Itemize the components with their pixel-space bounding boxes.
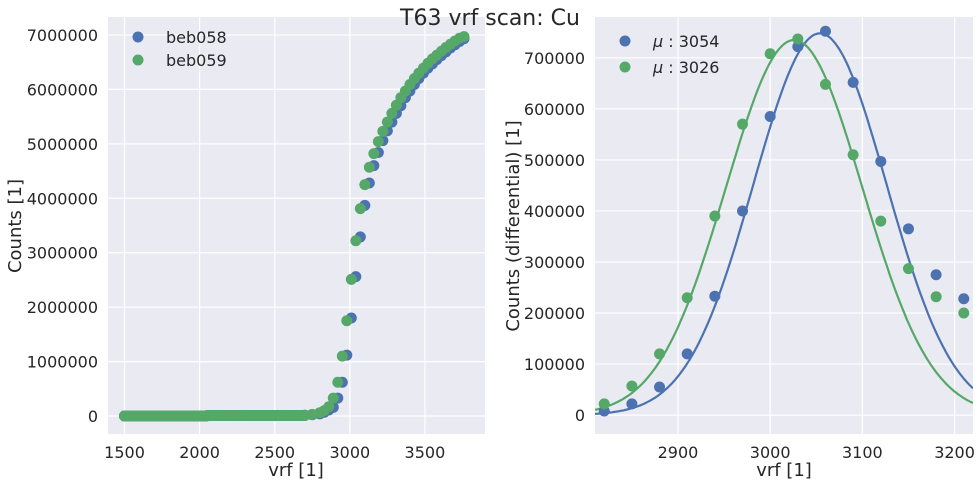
left-plot-x-label: vrf [1] <box>268 460 324 481</box>
y-tick-label: 0 <box>88 407 98 426</box>
y-tick-label: 700000 <box>524 49 585 68</box>
data-point <box>654 348 666 360</box>
right-plot-y-tick-labels: 0 100000 200000 300000 400000 500000 600000 700… <box>524 49 585 425</box>
left-plot: 1500 2000 2500 3000 3500 0 1000000 2000000 3000… <box>5 17 485 481</box>
left-plot-x-tick-labels: 1500 2000 2500 3000 3500 <box>104 443 445 462</box>
data-point <box>819 78 831 90</box>
data-point <box>598 398 610 410</box>
left-plot-background <box>108 17 485 434</box>
data-point <box>819 25 831 37</box>
right-plot-x-label: vrf [1] <box>756 460 812 481</box>
legend-label-mu-3026: μ : 3026 <box>652 58 719 77</box>
x-tick-label: 3000 <box>329 443 370 462</box>
data-point <box>847 149 859 161</box>
data-point <box>958 293 970 305</box>
data-point <box>875 155 887 167</box>
data-point <box>737 205 749 217</box>
data-point <box>299 409 311 421</box>
right-plot-grid <box>595 17 973 434</box>
data-point <box>377 125 389 137</box>
data-point <box>681 292 693 304</box>
data-point <box>359 179 371 191</box>
right-plot-data <box>595 25 973 417</box>
y-tick-label: 7000000 <box>27 26 98 45</box>
data-point <box>930 291 942 303</box>
y-tick-label: 2000000 <box>27 298 98 317</box>
left-plot-legend: beb058 beb059 <box>132 28 227 70</box>
x-tick-label: 2900 <box>658 443 699 462</box>
data-point <box>764 48 776 60</box>
x-tick-label: 2000 <box>179 443 220 462</box>
y-tick-label: 4000000 <box>27 189 98 208</box>
x-tick-label: 3100 <box>842 443 883 462</box>
left-plot-y-tick-labels: 0 1000000 2000000 3000000 4000000 5000000 6000… <box>27 26 98 426</box>
legend-label-mu-3054: μ : 3054 <box>652 32 719 51</box>
data-point <box>332 376 344 388</box>
data-point <box>709 290 721 302</box>
legend-marker-beb058 <box>132 31 144 43</box>
x-tick-label: 1500 <box>104 443 145 462</box>
y-tick-label: 0 <box>575 406 585 425</box>
y-tick-label: 5000000 <box>27 135 98 154</box>
data-point <box>626 380 638 392</box>
data-point <box>336 350 348 362</box>
y-tick-label: 400000 <box>524 202 585 221</box>
data-point <box>345 273 357 285</box>
data-point <box>709 210 721 222</box>
y-tick-label: 200000 <box>524 304 585 323</box>
x-tick-label: 3000 <box>750 443 791 462</box>
x-tick-label: 2500 <box>254 443 295 462</box>
data-point <box>792 33 804 45</box>
y-tick-label: 100000 <box>524 355 585 374</box>
data-point <box>847 76 859 88</box>
data-point <box>363 161 375 173</box>
data-point <box>654 381 666 393</box>
data-point <box>386 107 398 119</box>
data-point <box>902 223 914 235</box>
data-point <box>341 315 353 327</box>
y-tick-label: 300000 <box>524 253 585 272</box>
left-plot-data <box>119 31 470 422</box>
x-tick-label: 3200 <box>934 443 975 462</box>
fit-curve <box>595 32 973 415</box>
data-point <box>327 392 339 404</box>
legend-label-beb058: beb058 <box>166 28 227 47</box>
data-point <box>902 263 914 275</box>
y-tick-label: 3000000 <box>27 244 98 263</box>
right-plot: 2900 3000 3100 3200 0 100000 200000 300000 4000… <box>503 17 975 481</box>
x-tick-label: 3500 <box>405 443 446 462</box>
legend-marker-mu-3026 <box>619 61 631 73</box>
data-point <box>354 203 366 215</box>
figure-title: T63 vrf scan: Cu <box>399 6 580 31</box>
y-tick-label: 1000000 <box>27 353 98 372</box>
data-point <box>792 41 804 53</box>
data-point <box>958 307 970 319</box>
right-plot-y-label: Counts (differential) [1] <box>503 120 524 331</box>
data-point <box>458 31 470 43</box>
data-point <box>737 118 749 130</box>
data-point <box>930 269 942 281</box>
right-plot-x-tick-labels: 2900 3000 3100 3200 <box>658 443 975 462</box>
right-plot-legend: μ : 3054 μ : 3026 <box>619 32 719 77</box>
left-plot-y-label: Counts [1] <box>5 179 26 273</box>
data-point <box>875 215 887 227</box>
data-point <box>764 111 776 123</box>
legend-marker-mu-3054 <box>619 35 631 47</box>
fit-curve <box>595 38 973 411</box>
data-point <box>372 136 384 148</box>
legend-label-beb059: beb059 <box>166 51 227 70</box>
data-point <box>626 398 638 410</box>
data-point <box>350 235 362 247</box>
data-point <box>381 116 393 128</box>
data-point <box>681 348 693 360</box>
legend-marker-beb059 <box>132 54 144 66</box>
y-tick-label: 500000 <box>524 151 585 170</box>
y-tick-label: 600000 <box>524 100 585 119</box>
data-point <box>323 401 335 413</box>
y-tick-label: 6000000 <box>27 80 98 99</box>
data-point <box>368 148 380 160</box>
